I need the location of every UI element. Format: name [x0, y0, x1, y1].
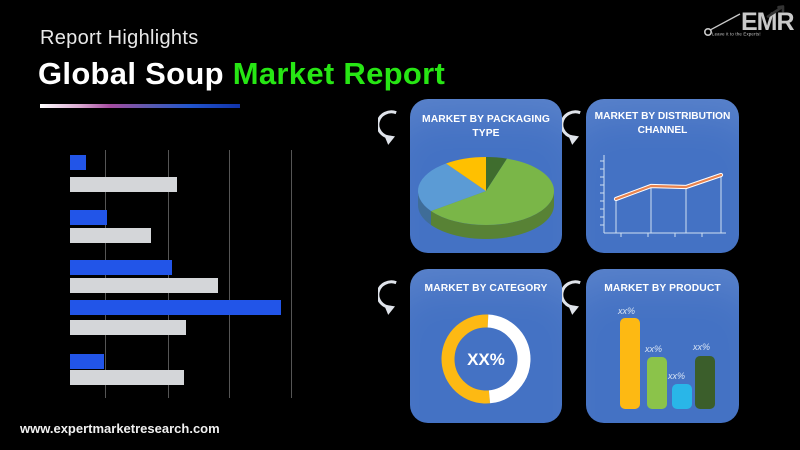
svg-text:XX%: XX% — [467, 350, 505, 369]
svg-text:Leave it to the Experts!: Leave it to the Experts! — [712, 32, 761, 37]
